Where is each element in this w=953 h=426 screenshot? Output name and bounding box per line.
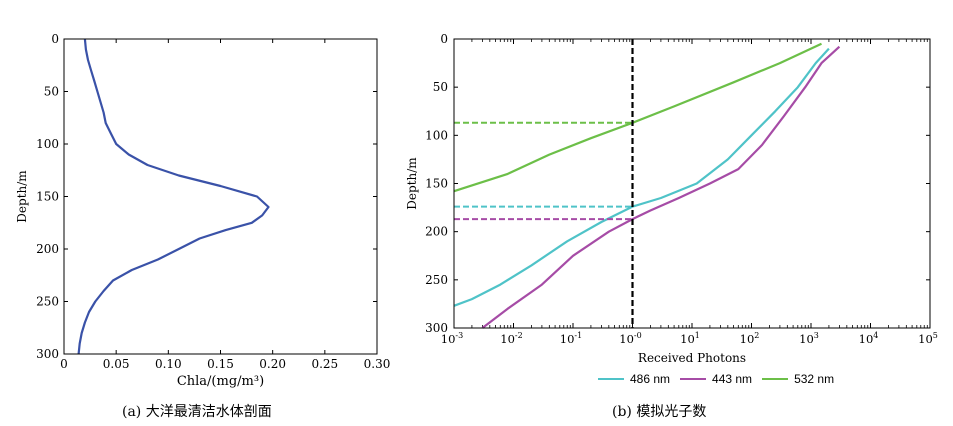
panel-a-y-tick-label: 50 bbox=[44, 85, 59, 99]
panel-b-ticks: 10-3 10-2 10-1 10-0 101 102 103 104 105 0 50 100 150… bbox=[425, 32, 938, 346]
panel-b-x-tick-label: 10-1 bbox=[560, 331, 582, 346]
panel-b-y-tick-label: 200 bbox=[425, 225, 448, 239]
panel-b-x-tick-label: 10-2 bbox=[500, 331, 522, 346]
panel-a-y-tick-label: 0 bbox=[51, 32, 59, 46]
legend-swatch-532 bbox=[762, 378, 789, 380]
panel-a-caption: (a) 大洋最清洁水体剖面 bbox=[122, 404, 272, 420]
legend-item-443: 443 nm bbox=[680, 372, 752, 386]
legend-item-486: 486 nm bbox=[598, 372, 670, 386]
legend-label-486: 486 nm bbox=[630, 372, 671, 386]
panel-b-caption: (b) 模拟光子数 bbox=[612, 404, 707, 420]
panel-a-x-tick-label: 0.25 bbox=[311, 357, 338, 371]
panel-b-x-tick-label: 103 bbox=[799, 331, 819, 346]
panel-a-series bbox=[77, 38, 270, 355]
chla-profile-line bbox=[77, 38, 270, 355]
panel-b-y-tick-label: 0 bbox=[440, 32, 448, 46]
panel-a-x-axis-label: Chla/(mg/m³) bbox=[177, 374, 264, 389]
panel-b-x-axis-label: Received Photons bbox=[638, 351, 746, 365]
series-line-532nm bbox=[453, 42, 822, 193]
panel-b-y-tick-label: 300 bbox=[425, 321, 448, 335]
legend-swatch-486 bbox=[598, 378, 624, 380]
panel-b-x-tick-label: 104 bbox=[859, 331, 879, 346]
series-line-486nm bbox=[453, 47, 830, 307]
panel-a-y-tick-label: 300 bbox=[36, 347, 59, 361]
panel-b-threshold-guides bbox=[454, 39, 634, 328]
panel-a-axes-frame bbox=[63, 38, 378, 355]
series-line-443nm bbox=[481, 45, 841, 329]
panel-b-y-tick-label: 250 bbox=[425, 273, 448, 287]
panel-b-x-tick-label: 102 bbox=[740, 331, 760, 346]
legend-label-532: 532 nm bbox=[794, 372, 835, 386]
panel-b-x-tick-label: 10-3 bbox=[441, 331, 463, 346]
legend-swatch-443 bbox=[680, 378, 707, 380]
panel-b-x-tick-label: 105 bbox=[918, 331, 938, 346]
panel-a-x-tick-label: 0.20 bbox=[259, 357, 286, 371]
panel-a-ticks: 0 0.05 0.10 0.15 0.20 0.25 0.30 0 50 100 150 200 250… bbox=[36, 32, 390, 371]
legend-item-532: 532 nm bbox=[762, 372, 834, 386]
panel-b-y-tick-label: 50 bbox=[433, 80, 448, 94]
chart-panel-b: 10-3 10-2 10-1 10-0 101 102 103 104 105 0 50 100 150… bbox=[405, 32, 938, 365]
panel-a-x-tick-label: 0 bbox=[60, 357, 68, 371]
panel-a-x-tick-label: 0.30 bbox=[364, 357, 391, 371]
panel-a-x-tick-label: 0.10 bbox=[155, 357, 182, 371]
panel-b-y-tick-label: 100 bbox=[425, 128, 448, 142]
panel-a-y-tick-label: 100 bbox=[36, 137, 59, 151]
panel-b-x-tick-label: 101 bbox=[680, 331, 700, 346]
chart-panel-a: 0 0.05 0.10 0.15 0.20 0.25 0.30 0 50 100 150 200 250… bbox=[15, 32, 390, 389]
panel-a-y-axis-label: Depth/m bbox=[15, 170, 29, 223]
panel-b-x-tick-label: 10-0 bbox=[619, 331, 641, 346]
panel-a-x-tick-label: 0.15 bbox=[207, 357, 234, 371]
legend-label-443: 443 nm bbox=[712, 372, 753, 386]
panel-a-y-tick-label: 150 bbox=[36, 190, 59, 204]
panel-b-series bbox=[453, 42, 841, 329]
panel-a-x-tick-label: 0.05 bbox=[103, 357, 130, 371]
panel-b-axes-frame bbox=[453, 38, 931, 329]
panel-b-y-axis-label: Depth/m bbox=[405, 157, 419, 210]
panel-b-legend: 486 nm 443 nm 532 nm bbox=[598, 372, 844, 386]
panel-a-y-tick-label: 250 bbox=[36, 295, 59, 309]
panel-a-y-tick-label: 200 bbox=[36, 242, 59, 256]
panel-b-y-tick-label: 150 bbox=[425, 177, 448, 191]
